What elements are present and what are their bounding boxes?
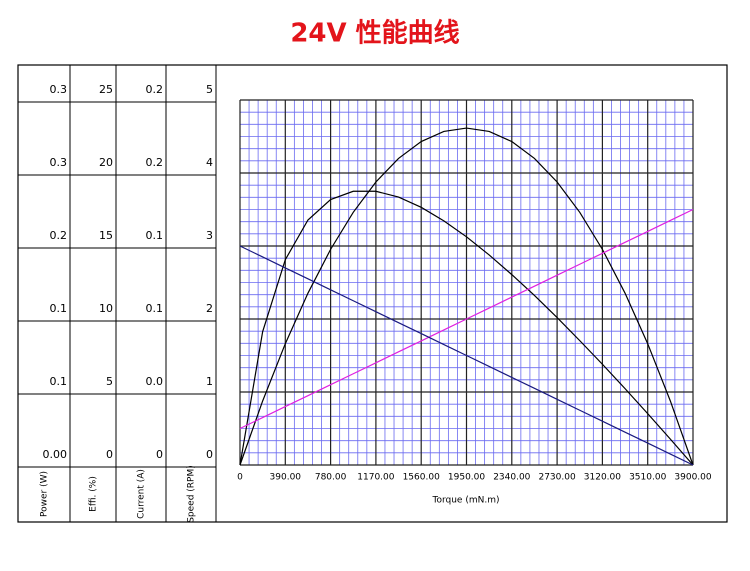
y-tick-label: 3 (206, 229, 213, 242)
y-tick-label: 0.00 (43, 448, 68, 461)
curve (239, 190, 694, 466)
y-axis-label: Power (W) (40, 471, 50, 517)
x-tick-label: 780.00 (315, 473, 347, 483)
y-tick-label: 0.1 (146, 302, 164, 315)
x-tick-label: 0 (237, 473, 243, 483)
x-tick-label: 3510.00 (629, 473, 666, 483)
x-tick-label: 2730.00 (538, 473, 575, 483)
y-tick-label: 4 (206, 156, 213, 169)
y-tick-label: 0.1 (50, 302, 68, 315)
x-tick-label: 3120.00 (584, 473, 621, 483)
curve (239, 245, 694, 466)
x-tick-label: 1170.00 (357, 473, 394, 483)
y-tick-label: 0.2 (146, 156, 164, 169)
y-tick-label: 0.3 (50, 83, 68, 96)
x-tick-label: 1950.00 (448, 473, 485, 483)
x-axis-label: Torque (mN.m) (432, 496, 500, 506)
y-tick-label: 0 (206, 448, 213, 461)
y-axis-label: Current (A) (137, 469, 147, 519)
y-axis-label: Speed (RPM) (187, 465, 197, 523)
y-tick-label: 15 (99, 229, 113, 242)
plot-grid (239, 99, 694, 466)
y-tick-label: 0.2 (50, 229, 68, 242)
y-tick-label: 0.2 (146, 83, 164, 96)
y-tick-label: 10 (99, 302, 113, 315)
y-tick-label: 0 (156, 448, 163, 461)
frame (17, 64, 728, 523)
y-tick-label: 20 (99, 156, 113, 169)
y-tick-label: 0.0 (146, 375, 164, 388)
y-tick-label: 0 (106, 448, 113, 461)
x-tick-label: 390.00 (270, 473, 302, 483)
y-tick-label: 5 (206, 83, 213, 96)
y-tick-label: 0.1 (50, 375, 68, 388)
y-tick-label: 1 (206, 375, 213, 388)
y-tick-label: 2 (206, 302, 213, 315)
y-tick-label: 25 (99, 83, 113, 96)
y-axis-label: Effi. (%) (89, 476, 99, 512)
axis-table (18, 65, 217, 522)
y-tick-label: 0.3 (50, 156, 68, 169)
curve (239, 127, 694, 466)
x-tick-label: 3900.00 (674, 473, 711, 483)
y-tick-label: 0.1 (146, 229, 164, 242)
curve (239, 208, 694, 430)
x-tick-label: 1560.00 (403, 473, 440, 483)
chart-title: 24V 性能曲线 (290, 18, 459, 49)
x-tick-label: 2340.00 (493, 473, 530, 483)
y-tick-label: 5 (106, 375, 113, 388)
